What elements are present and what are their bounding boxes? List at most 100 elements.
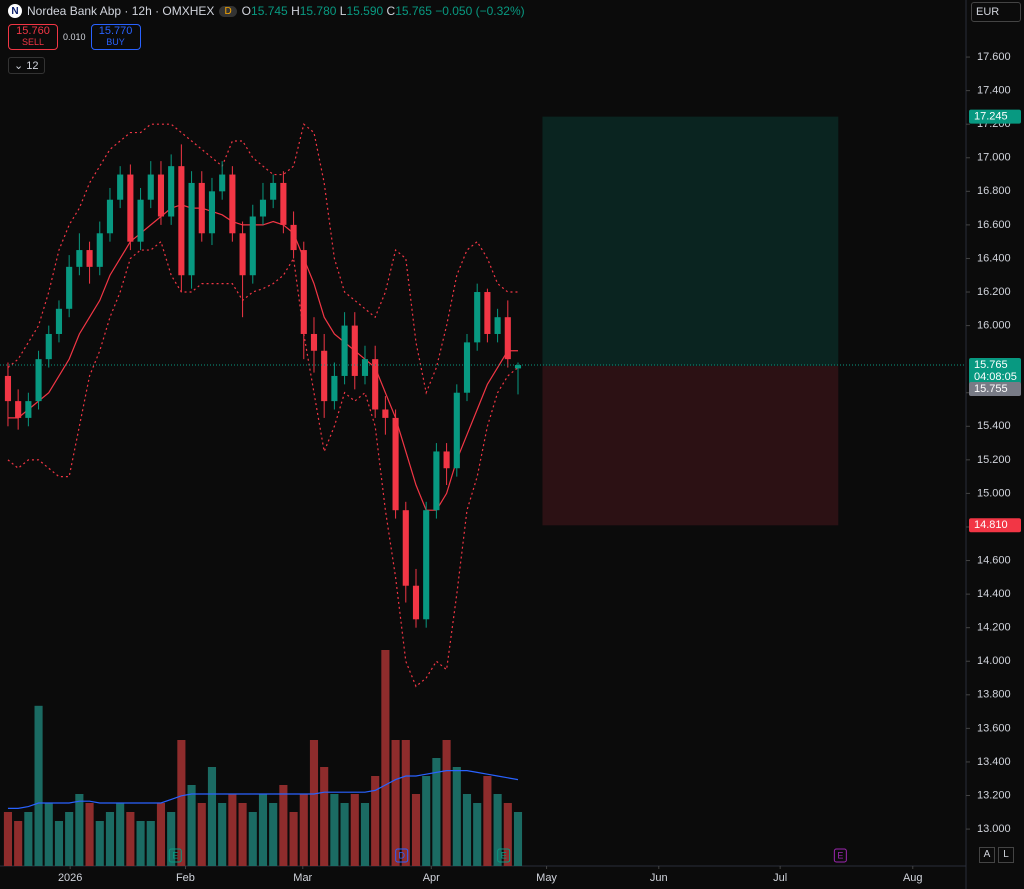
candle-body [494, 317, 501, 334]
price-tag [969, 358, 1021, 385]
candle-body [168, 166, 175, 217]
position-loss [542, 365, 839, 526]
ohlc-key: O [241, 4, 252, 18]
volume-bar [432, 758, 441, 866]
volume-bar [116, 803, 125, 866]
candle-body [463, 342, 471, 393]
volume-bar [422, 776, 431, 866]
candle-body [66, 266, 73, 309]
candle-body [504, 317, 511, 360]
candle-body [290, 224, 297, 251]
event-marker [168, 848, 182, 863]
price-tag [969, 518, 1021, 533]
event-label: E [501, 850, 507, 860]
position-profit [542, 116, 839, 366]
volume-bar [146, 821, 155, 866]
ohlc-key: L [339, 4, 347, 18]
candle-body [484, 292, 491, 334]
volume-bar [442, 740, 451, 866]
event-marker [497, 848, 511, 863]
candle-body [76, 250, 83, 267]
candle-body [392, 417, 399, 511]
candle-body [382, 409, 389, 418]
volume-bar [218, 803, 227, 866]
volume-bar [350, 794, 359, 866]
x-tick-label: Apr [423, 872, 440, 884]
candle-body [331, 375, 338, 402]
y-tick-label: 16.000 [977, 319, 1011, 331]
candle-body [372, 359, 379, 410]
sell-button[interactable]: 15.760 SELL [8, 24, 58, 50]
indicators-count: 12 [26, 60, 39, 72]
candle-body [208, 191, 216, 234]
volume-bar [167, 812, 176, 866]
currency-select[interactable]: EUR [971, 2, 1021, 22]
ohlc-key: H [291, 4, 300, 18]
x-tick-label: Aug [903, 872, 923, 884]
candle-body [137, 199, 144, 242]
candle-body [280, 182, 287, 225]
volume-bar [105, 812, 115, 866]
candle-body [198, 182, 205, 234]
volume-bar [95, 821, 104, 866]
y-tick-label: 16.800 [977, 185, 1011, 197]
price-tag-label: 17.245 [974, 111, 1008, 123]
volume-bar [279, 785, 288, 866]
volume-bar [156, 803, 166, 866]
band-upper [7, 123, 518, 395]
event-marker [833, 848, 847, 863]
y-tick-label: 15.200 [977, 454, 1011, 466]
volume-bar [75, 794, 84, 866]
event-label: E [837, 850, 843, 860]
buy-button[interactable]: 15.770 BUY [90, 24, 141, 50]
y-tick-label: 13.000 [977, 823, 1011, 835]
candle-body [474, 292, 481, 343]
candle-body [86, 250, 93, 267]
change: −0.050 (−0.32%) [435, 4, 525, 18]
log-button[interactable]: L [998, 847, 1014, 863]
volume-bar [289, 812, 298, 866]
volume-bar [381, 650, 390, 866]
price-tag [969, 382, 1021, 397]
y-tick-label: 13.400 [977, 756, 1011, 768]
event-label: E [172, 850, 178, 860]
candle-body [239, 233, 246, 276]
volume-bar [401, 740, 410, 866]
candle-body [423, 510, 430, 620]
candle-body [351, 325, 358, 376]
spread: 0.010 [63, 32, 86, 42]
volume-bar [54, 821, 64, 866]
candle-body [35, 359, 42, 402]
candle-body [178, 166, 185, 276]
volume-bar [14, 821, 23, 866]
volume-ma [7, 770, 519, 809]
candle-body [514, 365, 522, 369]
buy-label: BUY [106, 37, 125, 47]
candle-body [229, 174, 236, 234]
candle-body [25, 401, 32, 418]
candle-body [402, 510, 409, 586]
candle-body [321, 350, 328, 402]
x-tick-label: Jul [773, 872, 787, 884]
y-tick-label: 13.200 [977, 789, 1011, 801]
candle-body [361, 359, 369, 376]
x-tick-label: Jun [650, 872, 668, 884]
ohlc-key: C [386, 4, 396, 18]
volume-bar [44, 803, 53, 866]
badge: D [219, 5, 237, 17]
countdown: 04:08:05 [974, 371, 1017, 383]
volume-bar [330, 794, 339, 866]
indicators-toggle[interactable]: ⌄ 12 [8, 57, 45, 74]
auto-button[interactable]: A [979, 847, 995, 863]
volume-bar [85, 803, 94, 866]
y-tick-label: 17.000 [977, 152, 1011, 164]
candle-body [219, 174, 226, 192]
price-tag-label: 15.755 [974, 383, 1008, 395]
x-tick-label: May [536, 872, 557, 884]
candle-body [55, 308, 63, 334]
volume-bar [197, 803, 206, 866]
symbol[interactable]: Nordea Bank Abp · 12h · OMXHEX [27, 4, 215, 18]
